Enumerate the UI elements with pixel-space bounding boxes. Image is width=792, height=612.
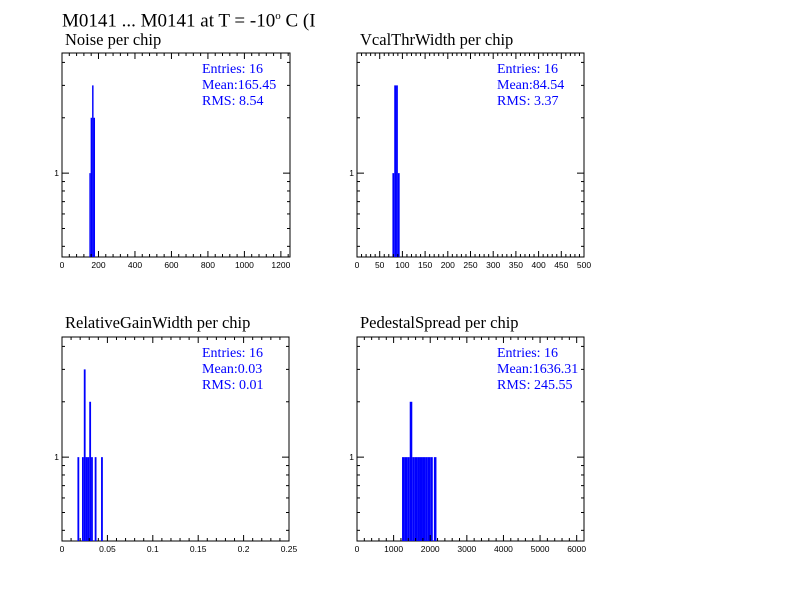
stats-entries: Entries: 16: [202, 346, 263, 361]
histogram-bar: [402, 457, 405, 541]
x-tick-label: 5000: [531, 544, 550, 554]
histogram-bar: [396, 85, 398, 257]
histogram-bar: [392, 173, 395, 257]
histogram-bar: [93, 117, 96, 257]
x-tick-label: 150: [418, 260, 432, 270]
x-tick-label: 250: [463, 260, 477, 270]
x-tick-label: 1200: [271, 260, 290, 270]
stats-rms: RMS: 245.55: [497, 378, 572, 393]
histogram-bar: [87, 457, 90, 541]
x-tick-label: 800: [201, 260, 215, 270]
histogram-bar: [394, 85, 397, 257]
x-tick-label: 0.05: [99, 544, 116, 554]
x-tick-label: 100: [395, 260, 409, 270]
histogram-bar: [419, 457, 423, 541]
x-tick-label: 2000: [421, 544, 440, 554]
histogram-bar: [407, 457, 410, 541]
plot-title-vcalthrwidth: VcalThrWidth per chip: [360, 30, 514, 49]
histogram-bar: [430, 457, 433, 541]
histogram-bar: [425, 457, 428, 541]
histogram-bar: [85, 457, 88, 541]
stats-entries: Entries: 16: [497, 62, 558, 77]
y-tick-label: 1: [54, 168, 59, 178]
stats-mean: Mean:165.45: [202, 78, 276, 93]
x-tick-label: 0: [60, 260, 65, 270]
x-tick-label: 400: [532, 260, 546, 270]
histogram-bar: [397, 173, 400, 257]
x-tick-label: 3000: [457, 544, 476, 554]
x-tick-label: 0.2: [238, 544, 250, 554]
plot-title-relativegainwidth: RelativeGainWidth per chip: [65, 313, 251, 332]
stats-mean: Mean:1636.31: [497, 362, 578, 377]
plot-frame: [356, 336, 585, 542]
histogram-bar: [417, 457, 420, 541]
x-tick-label: 200: [91, 260, 105, 270]
histogram-bar: [412, 457, 415, 541]
stats-rms: RMS: 3.37: [497, 94, 558, 109]
x-tick-label: 0.15: [190, 544, 207, 554]
x-tick-label: 350: [509, 260, 523, 270]
stats-rms: RMS: 8.54: [202, 94, 263, 109]
histogram-bar: [94, 457, 97, 541]
plot-frame: [61, 336, 290, 542]
histogram-bar: [81, 457, 84, 541]
histogram-bar: [101, 457, 103, 541]
page-title: M0141 ... M0141 at T = -10o C (I: [62, 10, 316, 32]
x-tick-label: 300: [486, 260, 500, 270]
stats-mean: Mean:84.54: [497, 78, 564, 93]
y-tick-label: 1: [349, 452, 354, 462]
histogram-bar: [92, 85, 94, 257]
x-tick-label: 200: [441, 260, 455, 270]
histogram-bar: [91, 457, 93, 541]
stats-rms: RMS: 0.01: [202, 378, 263, 393]
plot-title-pedestalspread: PedestalSpread per chip: [360, 313, 519, 332]
x-tick-label: 0.25: [281, 544, 298, 554]
histogram-bar: [427, 457, 431, 541]
stats-entries: Entries: 16: [497, 346, 558, 361]
histogram-bar: [433, 457, 437, 541]
x-tick-label: 1000: [235, 260, 254, 270]
histogram-bar: [409, 401, 413, 541]
x-tick-label: 600: [164, 260, 178, 270]
plot-frame: [61, 52, 291, 258]
histogram-bar: [90, 117, 93, 257]
histogram-bar: [77, 457, 80, 541]
plot-title-noise: Noise per chip: [65, 30, 162, 49]
x-tick-label: 1000: [384, 544, 403, 554]
stats-mean: Mean:0.03: [202, 362, 262, 377]
x-tick-label: 450: [554, 260, 568, 270]
x-tick-label: 500: [577, 260, 591, 270]
histogram-bar: [89, 173, 91, 257]
stats-entries: Entries: 16: [202, 62, 263, 77]
y-tick-label: 1: [349, 168, 354, 178]
x-tick-label: 0.1: [147, 544, 159, 554]
histogram-bar: [89, 401, 92, 541]
y-tick-label: 1: [54, 452, 59, 462]
x-tick-label: 0: [355, 260, 360, 270]
x-tick-label: 0: [355, 544, 360, 554]
x-tick-label: 6000: [567, 544, 586, 554]
x-tick-label: 50: [375, 260, 385, 270]
histogram-bar: [414, 457, 418, 541]
histogram-bar: [404, 457, 408, 541]
histogram-bar: [83, 369, 86, 541]
histogram-bar: [422, 457, 426, 541]
x-tick-label: 400: [128, 260, 142, 270]
x-tick-label: 0: [60, 544, 65, 554]
x-tick-label: 4000: [494, 544, 513, 554]
